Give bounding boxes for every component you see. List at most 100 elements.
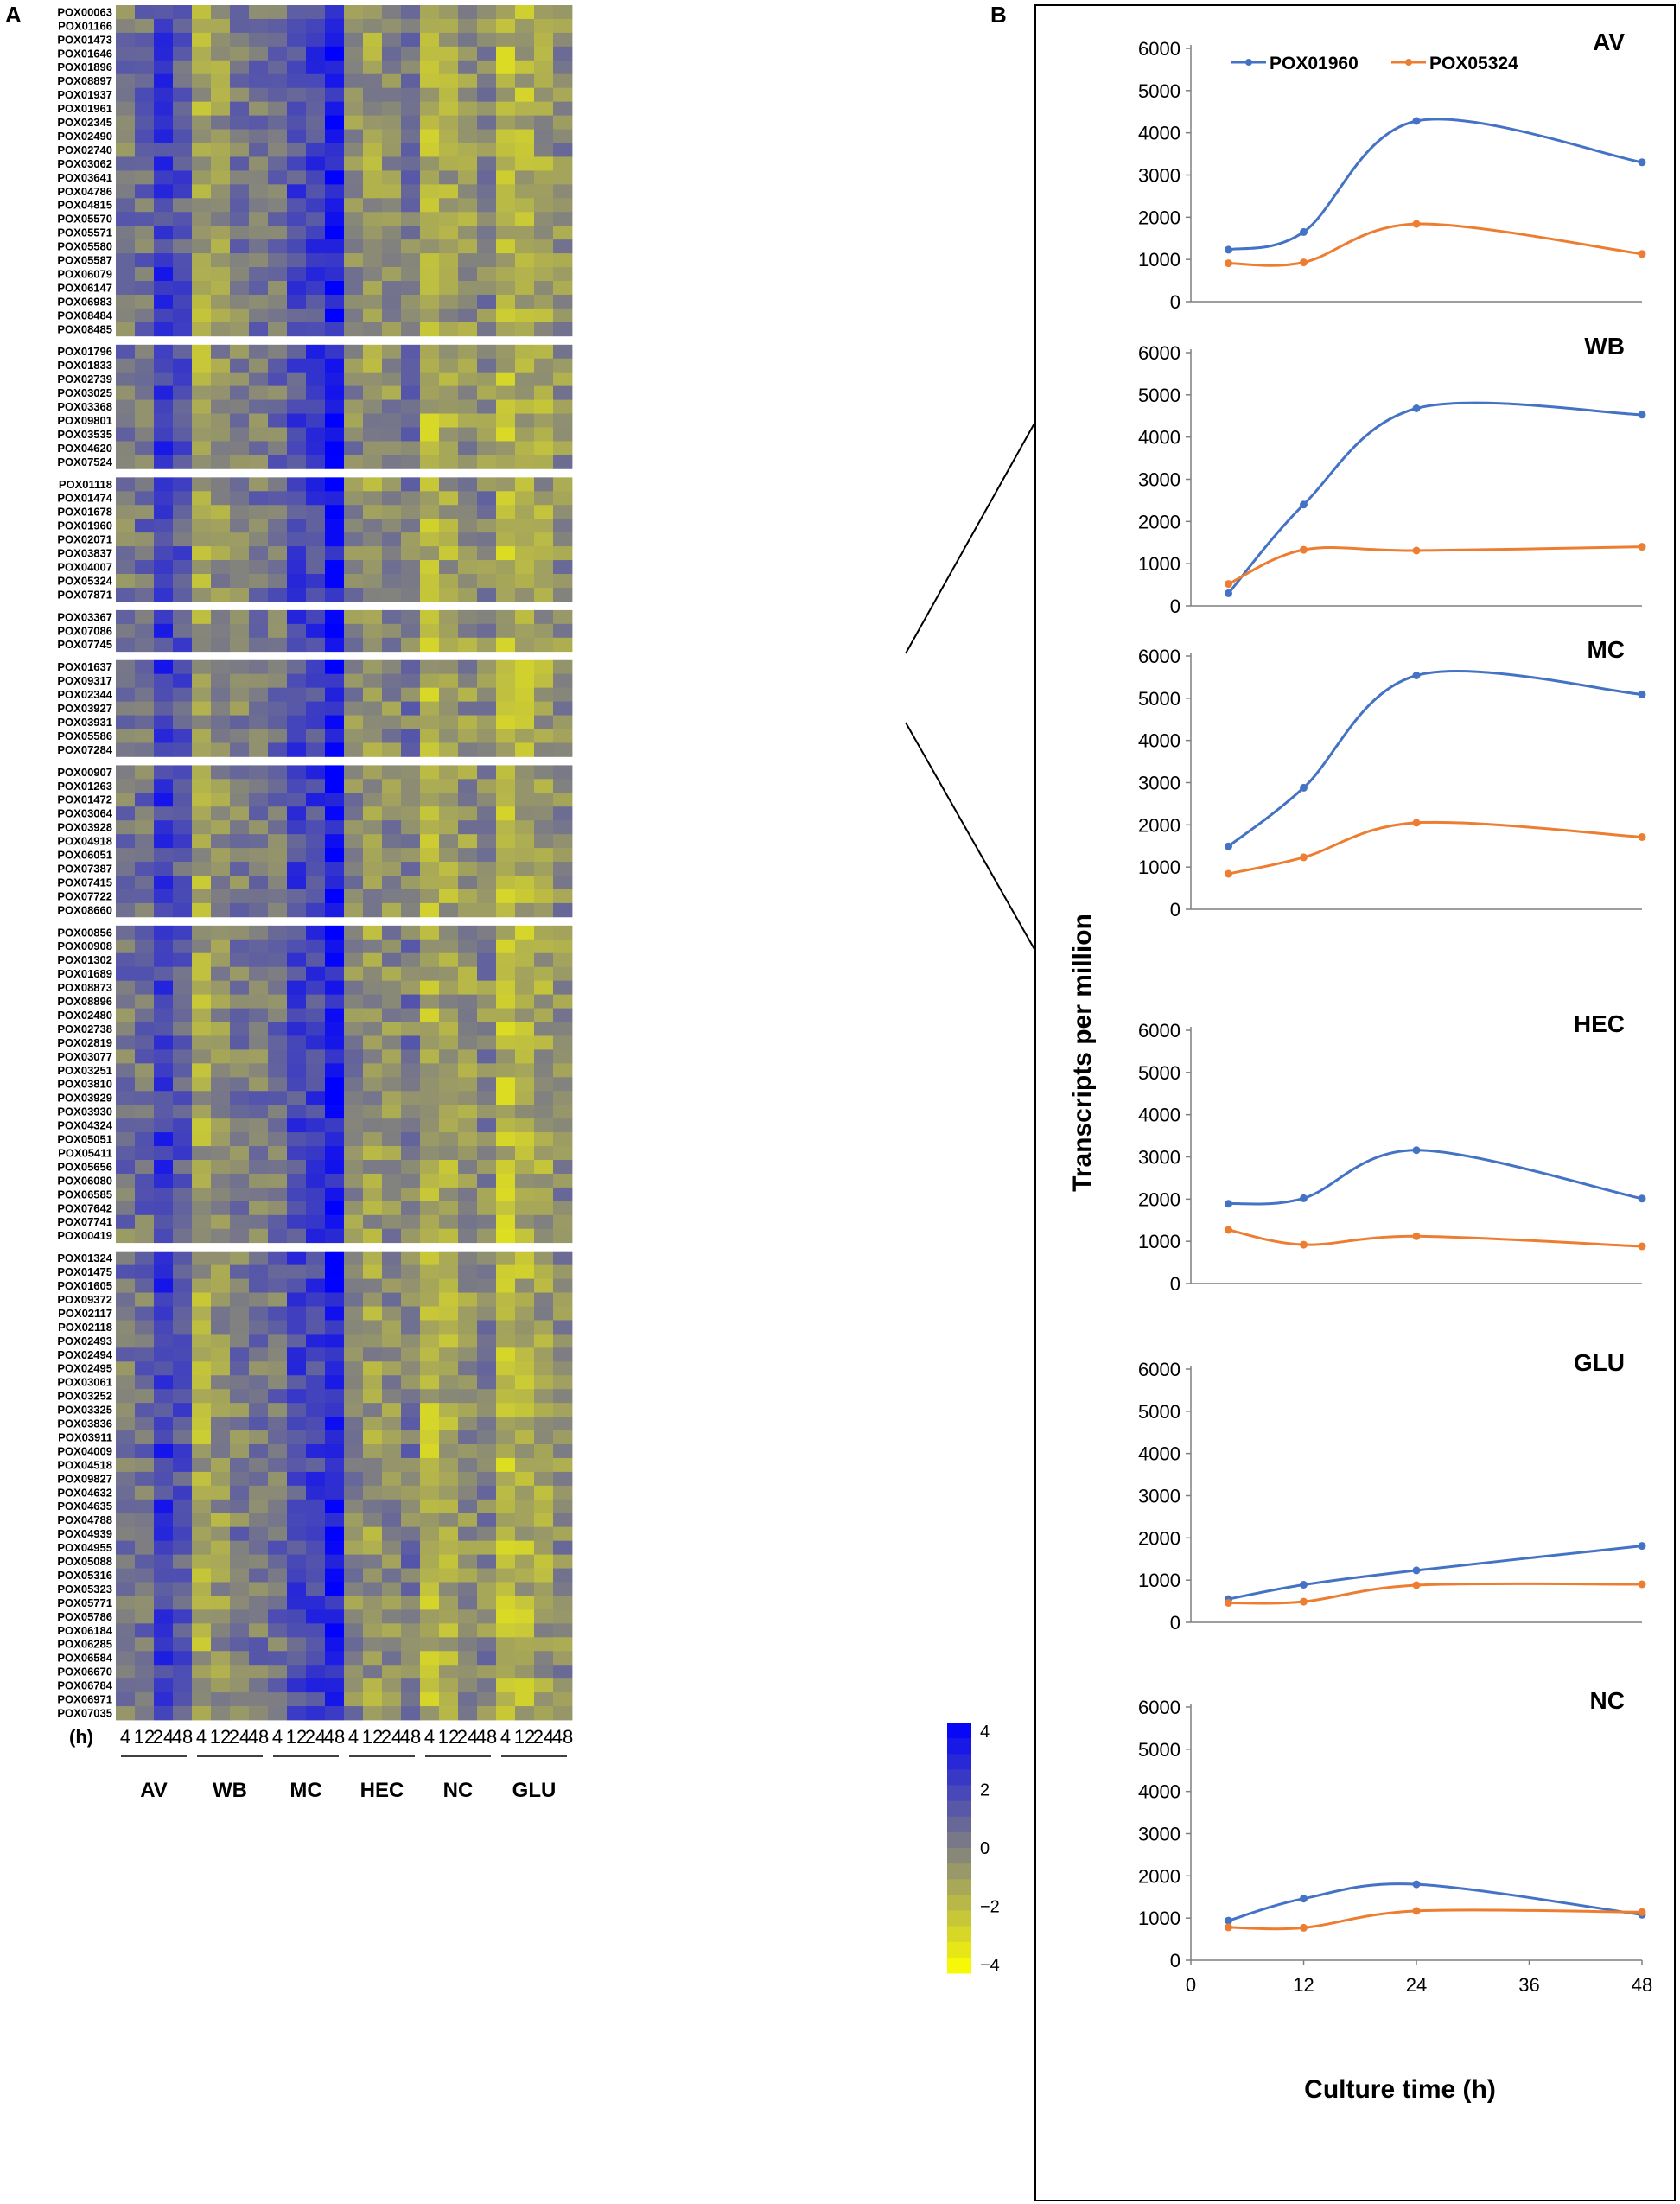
heatmap-cell (458, 1678, 478, 1693)
heatmap-cell (268, 1637, 288, 1652)
time-tick-label: 24 (153, 1726, 174, 1748)
heatmap-cell (173, 101, 193, 116)
heatmap-cell (382, 637, 402, 653)
heatmap-cell (382, 344, 402, 360)
heatmap-cell (325, 1035, 345, 1050)
heatmap-cell (154, 441, 174, 455)
heatmap-cell (458, 1609, 478, 1624)
heatmap-cell (382, 1008, 402, 1022)
heatmap-cell (515, 1457, 535, 1473)
heatmap-row-label: POX05771 (57, 1596, 112, 1609)
heatmap-cell (211, 715, 231, 729)
heatmap-cell (306, 308, 326, 323)
heatmap-cell (268, 115, 288, 130)
heatmap-cell (173, 1485, 193, 1500)
heatmap-row-label: POX01678 (57, 506, 112, 519)
heatmap-cell (249, 101, 269, 116)
heatmap-cell (439, 1251, 459, 1266)
heatmap-cell (116, 372, 136, 387)
heatmap-cell (382, 1471, 402, 1487)
heatmap-cell (268, 184, 288, 199)
heatmap-cell (553, 5, 573, 20)
heatmap-cell (515, 939, 535, 954)
heatmap-cell (401, 1499, 421, 1514)
heatmap-cell (534, 1334, 554, 1348)
heatmap-row-label: POX02344 (57, 688, 112, 701)
heatmap-cell (382, 862, 402, 876)
heatmap-cell (135, 925, 155, 940)
heatmap-cell (173, 1513, 193, 1528)
heatmap-cell (211, 532, 231, 547)
heatmap-cell (135, 729, 155, 743)
heatmap-cell (420, 184, 440, 199)
heatmap-cell (363, 115, 383, 130)
heatmap-cell (173, 46, 193, 61)
heatmap-cell (534, 574, 554, 589)
heatmap-cell (230, 32, 250, 48)
heatmap-cell (401, 1292, 421, 1307)
heatmap-cell (325, 1049, 345, 1064)
heatmap-cell (287, 1609, 307, 1624)
heatmap-cell (325, 1651, 345, 1666)
heatmap-cell (211, 73, 231, 89)
heatmap-cell (306, 1361, 326, 1376)
heatmap-cell (192, 1706, 212, 1721)
heatmap-cell (344, 73, 364, 89)
heatmap-cell (154, 587, 174, 602)
heatmap-cell (515, 1706, 535, 1721)
heatmap-cell (382, 129, 402, 143)
heatmap-cell (420, 1320, 440, 1335)
heatmap-cell (458, 1320, 478, 1335)
heatmap-cell (553, 477, 573, 492)
data-point-pox01960 (1412, 1880, 1421, 1889)
heatmap-row-label: POX02819 (57, 1036, 112, 1049)
heatmap-cell (211, 156, 231, 171)
heatmap-cell (401, 902, 421, 918)
heatmap-row-label: POX08484 (57, 309, 112, 322)
heatmap-cell (344, 87, 364, 103)
y-tick-label: 4000 (1138, 1781, 1180, 1803)
heatmap-cell (439, 129, 459, 143)
heatmap-cell (135, 156, 155, 171)
heatmap-cell (306, 1091, 326, 1105)
heatmap-cell (477, 889, 497, 904)
heatmap-cell (420, 358, 440, 373)
heatmap-cell (382, 687, 402, 702)
heatmap-cell (230, 687, 250, 702)
heatmap-row-label: POX06080 (57, 1174, 112, 1187)
heatmap-cell (154, 1513, 174, 1528)
heatmap-cell (249, 1251, 269, 1266)
time-unit-label: (h) (69, 1726, 93, 1748)
heatmap-row-label: POX04324 (57, 1119, 112, 1132)
heatmap-cell (344, 1665, 364, 1679)
heatmap-cell (401, 1173, 421, 1188)
heatmap-cell (192, 1444, 212, 1459)
heatmap-cell (401, 1008, 421, 1022)
heatmap-cell (287, 212, 307, 226)
heatmap-cell (458, 32, 478, 48)
heatmap-cell (420, 1499, 440, 1514)
heatmap-cell (534, 1214, 554, 1230)
heatmap-cell (306, 848, 326, 863)
heatmap-cell (420, 673, 440, 689)
heatmap-cell (268, 1228, 288, 1244)
heatmap-cell (135, 73, 155, 89)
heatmap-cell (230, 441, 250, 455)
heatmap-cell (363, 1485, 383, 1500)
heatmap-cell (458, 532, 478, 547)
heatmap-row-label: POX02071 (57, 533, 112, 546)
heatmap-cell (382, 765, 402, 780)
heatmap-cell (116, 980, 136, 995)
heatmap-cell (344, 673, 364, 689)
heatmap-cell (325, 1623, 345, 1638)
heatmap-cell (268, 170, 288, 185)
heatmap-cell (154, 793, 174, 807)
heatmap-cell (192, 519, 212, 533)
heatmap-cell (477, 939, 497, 954)
heatmap-cell (439, 1499, 459, 1514)
data-point-pox01960 (1225, 589, 1232, 597)
heatmap-cell (192, 980, 212, 995)
heatmap-cell (382, 1320, 402, 1335)
heatmap-cell (534, 939, 554, 954)
